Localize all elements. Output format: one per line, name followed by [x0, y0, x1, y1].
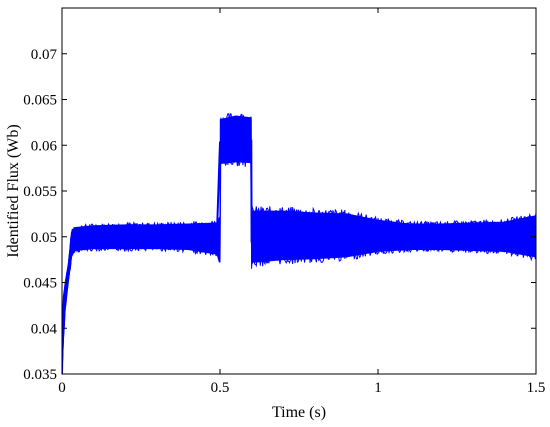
x-tick-label: 0.5 [211, 380, 230, 396]
y-axis-label: Identified Flux (Wb) [5, 124, 22, 257]
x-tick-label: 1 [374, 380, 382, 396]
axis-ticks: 0 0.5 1 1.5 0.035 0.04 0.045 0.05 0.055 0.06 0.065… [23, 8, 545, 396]
y-tick-label: 0.06 [31, 138, 58, 154]
signal-lower-edge [62, 154, 536, 374]
signal-upper-edge [62, 113, 536, 374]
y-tick-label: 0.035 [23, 367, 57, 383]
x-tick-label: 0 [58, 380, 66, 396]
y-tick-label: 0.045 [23, 276, 57, 292]
y-tick-label: 0.05 [31, 230, 57, 246]
x-tick-label: 1.5 [527, 380, 546, 396]
y-tick-label: 0.04 [31, 321, 58, 337]
y-tick-label: 0.065 [23, 93, 57, 109]
y-tick-label: 0.07 [31, 47, 58, 63]
series-line-0 [62, 139, 536, 374]
x-axis-label: Time (s) [272, 404, 326, 421]
y-tick-label: 0.055 [23, 184, 57, 200]
plot-area [62, 113, 536, 374]
